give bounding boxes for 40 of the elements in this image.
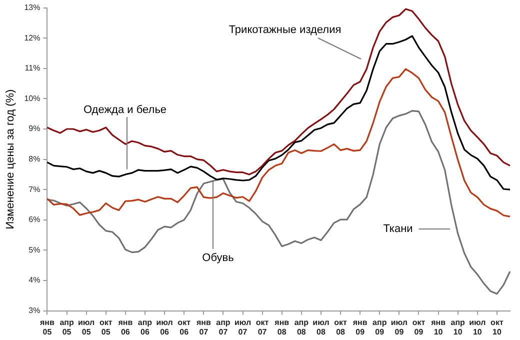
x-tick-label: апр 09 [372, 318, 387, 336]
x-tick-label: июл 07 [234, 318, 252, 336]
x-tick-label: янв 06 [118, 318, 133, 336]
annotation: Обувь [202, 252, 234, 264]
y-tick-label: 3% [28, 306, 40, 316]
y-axis-title: Изменение цены за год (%) [4, 89, 17, 230]
annotation: Трикотажные изделия [228, 24, 342, 36]
y-tick-label: 5% [28, 245, 40, 254]
x-tick-label: июл 06 [156, 318, 173, 336]
x-tick-label: окт 08 [334, 318, 348, 336]
y-tick-label: 7% [28, 184, 40, 194]
x-tick-label: окт 09 [412, 318, 426, 336]
annotation: Одежда и белье [83, 104, 167, 116]
x-tick-label: апр 10 [450, 318, 466, 336]
x-tick-label: окт 06 [178, 318, 191, 336]
x-tick-label: окт 07 [256, 318, 269, 336]
y-tick-label: 6% [28, 215, 40, 224]
y-tick-label: 9% [28, 124, 40, 134]
y-tick-label: 11% [24, 64, 40, 73]
x-tick-label: окт 10 [490, 318, 504, 336]
x-tick-label: июл 08 [312, 318, 330, 336]
y-tick-label: 8% [28, 154, 40, 164]
x-tick-label: янв 07 [196, 318, 211, 336]
x-tick-label: апр 05 [60, 318, 74, 336]
x-tick-label: апр 08 [294, 318, 309, 336]
annotation: Ткани [383, 223, 413, 236]
x-tick-label: июл 05 [78, 318, 95, 336]
x-tick-label: июл 10 [469, 318, 486, 336]
x-tick-label: янв 05 [40, 318, 54, 336]
x-tick-label: апр 06 [138, 318, 152, 336]
y-tick-label: 13% [24, 3, 40, 12]
y-tick-label: 4% [28, 276, 40, 285]
x-tick-label: апр 07 [216, 318, 230, 336]
x-tick-label: окт 05 [99, 318, 112, 336]
x-tick-label: янв 10 [431, 318, 446, 336]
x-tick-label: июл 09 [390, 318, 408, 336]
y-tick-label: 10% [24, 94, 40, 103]
x-tick-label: янв 08 [274, 318, 290, 336]
y-tick-label: 12% [24, 33, 40, 42]
x-tick-label: янв 09 [352, 318, 368, 336]
